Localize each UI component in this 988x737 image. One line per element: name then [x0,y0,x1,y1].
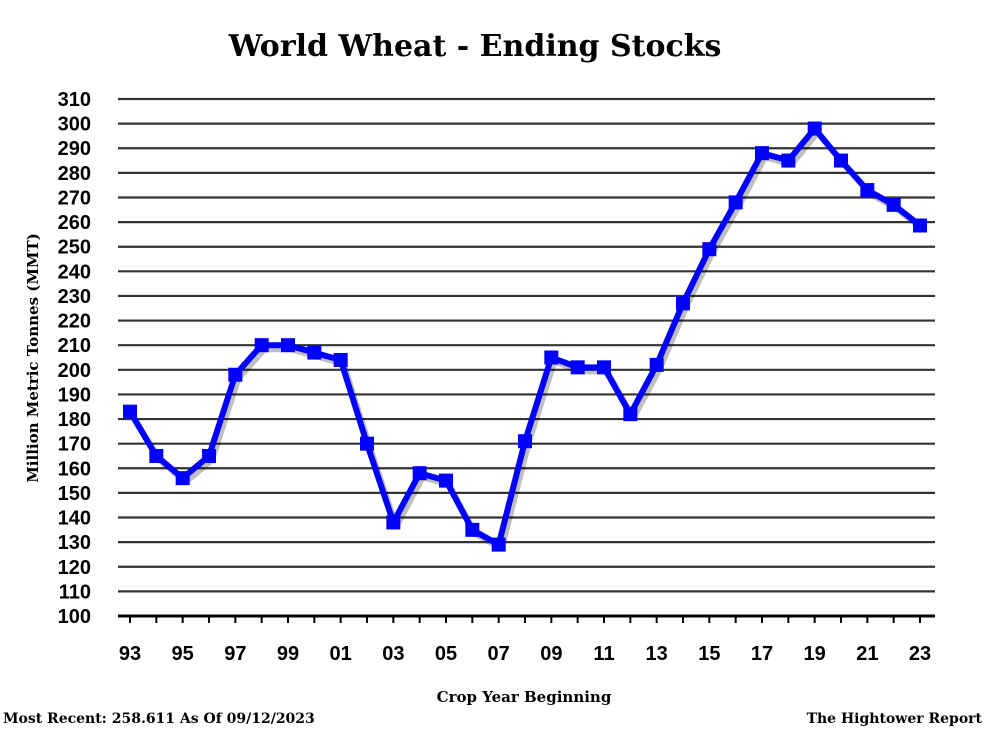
y-tick-label: 290 [58,138,91,160]
y-tick-label: 240 [58,261,91,283]
data-point [491,537,506,552]
data-point [649,357,664,372]
y-tick-label: 130 [58,532,91,554]
data-point [676,296,690,311]
x-tick-label: 11 [593,643,614,665]
data-point [175,471,190,486]
data-point [333,352,348,367]
y-tick-label: 170 [58,434,91,456]
x-axis-ticks: 93 95 97 99 01 03 05 07 09 11 13 15 17 19 21 23 [119,616,931,665]
y-tick-label: 140 [58,508,91,530]
y-tick-label: 220 [58,311,91,333]
y-axis-label: Million Metric Tonnes (MMT) [24,233,42,483]
data-point [439,473,453,488]
x-tick-label: 13 [646,643,668,665]
data-point [412,466,427,481]
y-tick-label: 190 [58,384,91,406]
y-tick-label: 270 [58,187,91,209]
data-point [702,242,717,257]
data-point [913,218,927,233]
y-tick-label: 120 [58,557,91,579]
y-tick-label: 280 [58,163,91,185]
y-tick-label: 110 [59,581,91,603]
x-tick-label: 05 [435,643,457,665]
y-tick-label: 300 [58,114,91,136]
x-tick-label: 03 [382,643,404,665]
data-point [623,407,638,422]
y-tick-label: 310 [58,89,91,111]
x-tick-label: 99 [277,643,299,665]
x-tick-label: 07 [488,643,510,665]
y-tick-label: 160 [58,458,91,480]
data-point [202,448,216,463]
data-point [123,404,137,419]
x-tick-label: 15 [698,643,720,665]
data-point [860,183,875,198]
y-tick-label: 210 [58,335,91,357]
data-point [755,146,769,161]
x-tick-label: 23 [909,643,931,665]
data-point [781,153,796,168]
x-tick-label: 95 [172,643,194,665]
y-tick-label: 180 [58,409,91,431]
data-point [886,197,901,212]
data-point [465,522,480,537]
data-point [518,434,532,449]
data-point [597,360,611,375]
y-tick-label: 260 [58,212,91,234]
y-tick-label: 100 [58,606,91,628]
y-tick-label: 150 [58,483,91,505]
x-axis-label: Crop Year Beginning [437,688,612,706]
data-point [254,338,269,353]
data-point [728,195,743,210]
chart-title: World Wheat - Ending Stocks [228,29,722,64]
y-tick-label: 250 [58,237,91,259]
data-point [228,367,243,382]
footer-most-recent: Most Recent: 258.611 As Of 09/12/2023 [3,711,315,727]
x-tick-label: 17 [751,643,773,665]
data-point [360,436,374,451]
x-tick-label: 97 [224,643,246,665]
footer-source: The Hightower Report [807,711,983,727]
x-tick-label: 21 [856,643,878,665]
x-tick-label: 01 [330,643,352,665]
series [123,121,927,552]
data-point [834,153,848,168]
x-tick-label: 09 [540,643,562,665]
data-point [807,121,822,136]
series-line-shadow [130,129,925,552]
x-tick-label: 19 [804,643,826,665]
data-point [149,448,164,463]
data-point [386,515,401,530]
grid [118,97,935,618]
series-line [127,125,922,548]
data-point [544,350,559,365]
data-point [307,345,322,360]
y-tick-label: 230 [58,286,91,308]
x-tick-label: 93 [119,643,141,665]
data-point [281,338,295,353]
y-tick-label: 200 [58,360,91,382]
data-point [570,360,585,375]
